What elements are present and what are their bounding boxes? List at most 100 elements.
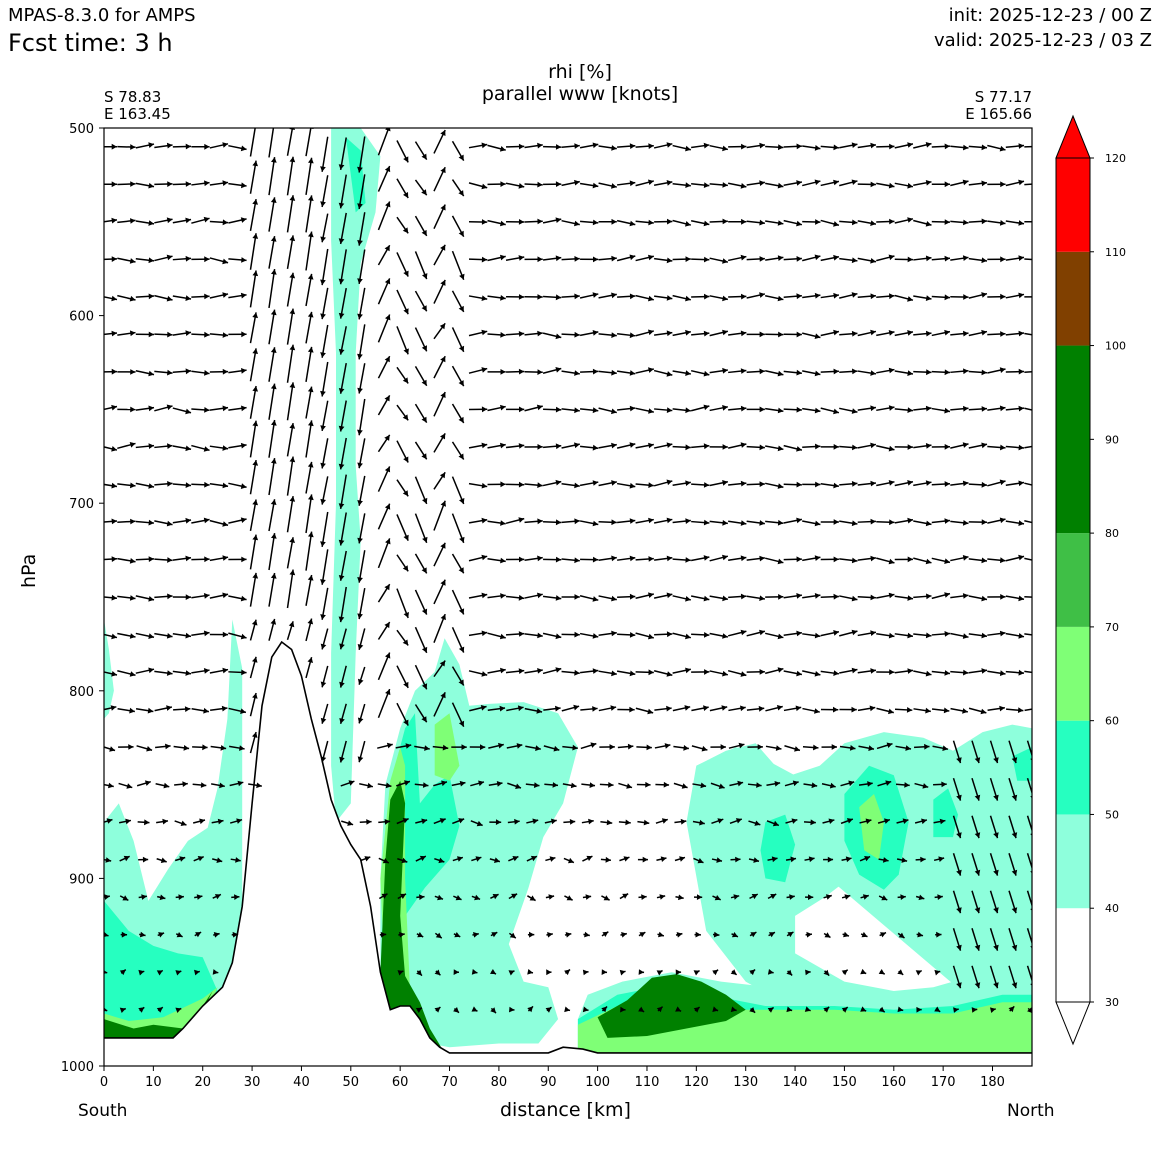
wind-arrow bbox=[598, 182, 617, 189]
wind-arrow bbox=[894, 595, 914, 601]
wind-arrow bbox=[154, 593, 173, 600]
wind-arrow bbox=[581, 782, 596, 788]
wind-arrow bbox=[192, 744, 208, 751]
wind-arrow bbox=[357, 740, 366, 763]
wind-arrow bbox=[675, 932, 683, 938]
wind-arrow bbox=[599, 744, 615, 750]
wind-arrow bbox=[635, 329, 654, 337]
wind-arrow bbox=[249, 420, 259, 458]
wind-arrow bbox=[487, 404, 506, 412]
wind-arrow bbox=[860, 894, 869, 900]
wind-arrow bbox=[987, 331, 1006, 337]
wind-arrow bbox=[672, 182, 691, 188]
wind-arrow bbox=[580, 444, 599, 451]
wind-arrow bbox=[672, 329, 691, 337]
wind-arrow bbox=[953, 1007, 959, 1013]
wind-arrow bbox=[653, 142, 673, 149]
wind-arrow bbox=[542, 367, 562, 374]
wind-arrow bbox=[709, 444, 728, 450]
wind-arrow bbox=[434, 932, 443, 939]
wind-arrow bbox=[561, 293, 580, 300]
wind-arrow bbox=[616, 370, 636, 376]
wind-arrow bbox=[286, 344, 296, 383]
wind-arrow bbox=[914, 782, 929, 789]
wind-arrow bbox=[172, 143, 192, 150]
wind-arrow bbox=[397, 970, 404, 976]
wind-arrow bbox=[268, 347, 277, 382]
wind-arrow bbox=[174, 856, 186, 862]
wind-arrow bbox=[672, 632, 692, 640]
wind-arrow bbox=[765, 482, 784, 489]
wind-arrow bbox=[377, 314, 391, 343]
wind-arrow bbox=[357, 249, 366, 285]
wind-arrow bbox=[249, 731, 258, 754]
colorbar-tick-label: 110 bbox=[1105, 246, 1126, 259]
wind-arrow bbox=[653, 670, 673, 677]
wind-arrow bbox=[433, 129, 446, 154]
wind-arrow bbox=[433, 244, 446, 266]
wind-arrow bbox=[655, 818, 668, 824]
wind-arrow bbox=[989, 928, 999, 951]
wind-arrow bbox=[616, 219, 636, 227]
wind-arrow bbox=[783, 219, 803, 227]
wind-arrow bbox=[249, 312, 258, 344]
wind-arrow bbox=[338, 288, 347, 319]
wind-arrow bbox=[876, 742, 893, 750]
wind-arrow bbox=[617, 632, 636, 638]
wind-arrow bbox=[694, 931, 701, 938]
wind-arrow bbox=[433, 204, 446, 230]
start-lat: S 78.83 bbox=[104, 88, 162, 106]
wind-arrow bbox=[693, 894, 703, 900]
wind-arrow bbox=[396, 140, 409, 163]
wind-arrow bbox=[135, 182, 155, 189]
wind-arrow bbox=[228, 595, 247, 602]
wind-arrow bbox=[542, 667, 562, 675]
colorbar-band-80 bbox=[1056, 345, 1090, 534]
wind-arrow bbox=[154, 369, 173, 376]
wind-arrow bbox=[339, 703, 347, 725]
x-axis: 0 10 20 30 40 50 60 70 80 90 100 110 120 130 140 150 160… bbox=[100, 1066, 1005, 1090]
wind-arrow bbox=[377, 652, 391, 681]
wind-arrow bbox=[527, 895, 536, 902]
wind-arrow bbox=[598, 255, 617, 262]
wind-arrow bbox=[728, 405, 747, 412]
wind-arrow bbox=[746, 705, 765, 712]
wind-arrow bbox=[191, 256, 210, 263]
wind-arrow bbox=[1005, 405, 1025, 412]
wind-arrow bbox=[916, 1006, 922, 1013]
wind-arrow bbox=[971, 777, 981, 801]
wind-arrow bbox=[268, 383, 277, 420]
wind-arrow bbox=[730, 969, 738, 976]
wind-arrow bbox=[268, 419, 277, 458]
wind-arrow bbox=[433, 355, 446, 379]
wind-arrow bbox=[398, 931, 405, 938]
wind-arrow bbox=[786, 1006, 793, 1013]
wind-arrow bbox=[820, 407, 840, 415]
wind-arrow bbox=[952, 965, 962, 989]
wind-arrow bbox=[524, 555, 543, 562]
wind-arrow bbox=[135, 257, 155, 264]
rhi-contour-40-1 bbox=[104, 619, 114, 719]
wind-arrow bbox=[653, 592, 673, 599]
wind-arrow bbox=[747, 782, 762, 788]
wind-arrow bbox=[876, 557, 895, 565]
wind-arrow bbox=[616, 442, 636, 449]
wind-arrow bbox=[320, 549, 329, 585]
wind-arrow bbox=[803, 782, 818, 789]
wind-arrow bbox=[857, 480, 877, 487]
wind-arrow bbox=[691, 443, 710, 450]
wind-arrow bbox=[712, 1006, 719, 1012]
wind-arrow bbox=[139, 931, 146, 938]
wind-arrow bbox=[286, 308, 296, 345]
wind-arrow bbox=[546, 969, 552, 976]
wind-arrow bbox=[414, 589, 428, 615]
wind-arrow bbox=[268, 499, 277, 532]
wind-arrow bbox=[561, 442, 580, 449]
wind-arrow bbox=[209, 219, 229, 226]
wind-arrow bbox=[749, 1007, 756, 1014]
wind-arrow bbox=[119, 855, 130, 862]
wind-arrow bbox=[453, 895, 462, 901]
wind-arrow bbox=[635, 482, 654, 488]
wind-arrow bbox=[211, 818, 224, 825]
wind-arrow bbox=[931, 219, 951, 225]
